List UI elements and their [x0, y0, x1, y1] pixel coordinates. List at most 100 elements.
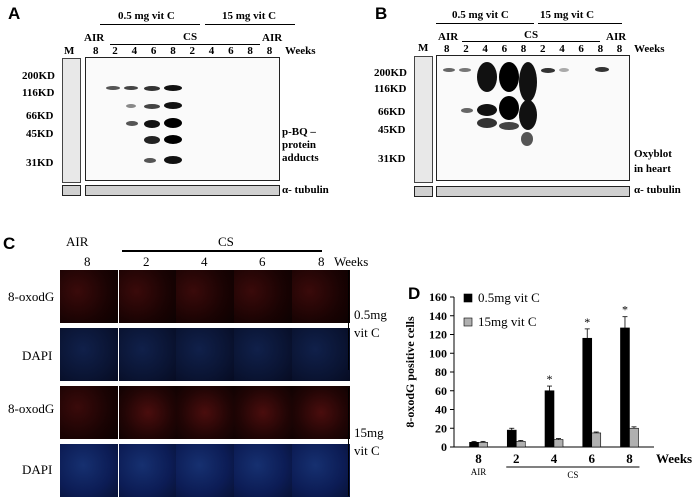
- panel-b-group-high: 15 mg vit C: [540, 9, 595, 21]
- significance-star: *: [584, 315, 590, 329]
- micrograph-dapi-low-5: [292, 328, 350, 381]
- y-tick-label: 160: [429, 290, 447, 304]
- panel-a-week-5: 8: [170, 45, 176, 57]
- panel-a-week-4: 6: [150, 45, 157, 57]
- panel-c-dose-high: 15mg vit C: [354, 424, 384, 460]
- panel-c-dose-low-line-2: vit C: [354, 325, 380, 340]
- panel-a-week-3: 4: [131, 45, 138, 57]
- panel-c-dose-high-line-1: 15mg: [354, 425, 384, 440]
- panel-a-group-high: 15 mg vit C: [222, 10, 277, 22]
- bar-low-5: [620, 327, 630, 448]
- panel-b-week-7: 4: [559, 43, 565, 55]
- panel-a-week-7: 4: [208, 45, 215, 57]
- panel-a-week-6: 2: [189, 45, 196, 57]
- bar-high-5: [629, 427, 639, 448]
- panel-a-annotation-line-3: adducts: [282, 152, 319, 164]
- panel-a-marker-label: M: [64, 45, 75, 57]
- x-group-air: AIR: [471, 467, 487, 477]
- panel-c-cs-line: [122, 250, 322, 252]
- micrograph-dapi-low-3: [176, 328, 234, 381]
- micrograph-oxodg-low-5: [292, 270, 350, 323]
- panel-a-letter: A: [8, 4, 21, 23]
- x-tick-label-5: 8: [626, 451, 633, 466]
- panel-b-cs-line: [462, 41, 600, 42]
- panel-c-week-5: 8: [318, 254, 325, 269]
- panel-a-marker-lane: [62, 58, 81, 183]
- panel-b-weeks-label: Weeks: [634, 43, 665, 55]
- panel-c-dose-low-bracket: [348, 270, 349, 370]
- panel-a-blot: [85, 57, 280, 181]
- panel-b-week-1: 8: [444, 43, 450, 55]
- panel-b-week-9: 8: [597, 43, 604, 55]
- panel-b-mw-31: 31KD: [378, 153, 406, 165]
- panel-a-group-high-line: [205, 24, 295, 25]
- panel-b-annotation-line-2: in heart: [634, 163, 671, 175]
- panel-d-letter: D: [408, 284, 421, 303]
- panel-a-week-10: 8: [266, 45, 273, 57]
- panel-a-loading-label: α- tubulin: [282, 184, 329, 196]
- y-tick-label: 60: [435, 384, 447, 398]
- micrograph-oxodg-low-1: [60, 270, 118, 323]
- panel-a-cs-line: [110, 44, 260, 45]
- panel-b-week-4: 6: [501, 43, 508, 55]
- micrograph-oxodg-high-1: [60, 386, 118, 439]
- panel-a-air-left: AIR: [84, 32, 105, 44]
- panel-b-air-right: AIR: [606, 31, 627, 43]
- bar-low-1: [469, 442, 479, 448]
- panel-b-letter: B: [375, 4, 388, 23]
- panel-a-mw-31: 31KD: [26, 157, 54, 169]
- panel-c-dose-low-line-1: 0.5mg: [354, 307, 387, 322]
- micrograph-oxodg-low-3: [176, 270, 234, 323]
- legend-swatch-2: [463, 317, 473, 327]
- bar-low-3: [544, 390, 555, 448]
- panel-b-loading-label: α- tubulin: [634, 184, 681, 196]
- micrograph-dapi-high-4: [234, 444, 292, 497]
- panel-a-weeks-label: Weeks: [285, 45, 316, 57]
- panel-b-tubulin-marker: [414, 186, 433, 197]
- panel-b-marker-label: M: [418, 42, 429, 54]
- bar-high-2: [515, 441, 526, 448]
- panel-a-week-8: 6: [228, 45, 234, 57]
- bar-chart: 0 20 40 60 80 100 120 140 160 8-oxodG positive ce…: [403, 290, 692, 480]
- legend-swatch-1: [463, 293, 473, 303]
- panel-a-mw-66: 66KD: [26, 110, 54, 122]
- panel-c-row-4-label: DAPI: [22, 462, 53, 477]
- panel-c-week-4: 6: [259, 254, 266, 269]
- panel-c-week-1: 8: [84, 254, 91, 269]
- panel-c-cs: CS: [218, 234, 234, 249]
- panel-a-mw-45: 45KD: [26, 128, 54, 140]
- micrograph-oxodg-low-2: [119, 270, 177, 323]
- micrograph-dapi-high-1: [60, 444, 118, 497]
- bar-low-2: [506, 429, 517, 448]
- panel-b-group-high-line: [538, 23, 622, 24]
- panel-b-cs: CS: [524, 29, 539, 41]
- bar-low-4: [582, 337, 593, 448]
- panel-b-mw-200: 200KD: [374, 67, 407, 79]
- panel-c-dose-high-line-2: vit C: [354, 443, 380, 458]
- panel-b-mw-116: 116KD: [374, 83, 407, 95]
- panel-a-week-1: 8: [93, 45, 99, 57]
- panel-b-marker-lane: [414, 56, 433, 183]
- panel-a-annotation-line-1: p-BQ –: [282, 126, 316, 138]
- panel-b-group-low: 0.5 mg vit C: [452, 9, 509, 21]
- bar-high-1: [478, 442, 488, 448]
- micrograph-oxodg-high-2: [119, 386, 177, 439]
- panel-a-mw-116: 116KD: [22, 87, 55, 99]
- panel-a-annotation: p-BQ – protein adducts: [282, 126, 319, 165]
- panel-a-week-2: 2: [112, 45, 118, 57]
- panel-b-week-3: 4: [482, 43, 488, 55]
- bar-high-3: [553, 439, 564, 448]
- y-tick-label: 140: [429, 309, 447, 323]
- panel-a-group-low-line: [100, 24, 200, 25]
- bar-high-4: [591, 432, 602, 448]
- panel-b-blot: [436, 55, 630, 181]
- panel-c-row-1-label: 8-oxodG: [8, 289, 55, 304]
- panel-a-week-9: 8: [247, 45, 253, 57]
- significance-star: *: [622, 303, 628, 317]
- x-tick-label-3: 4: [551, 451, 558, 466]
- panel-b-annotation: Oxyblot in heart: [634, 147, 672, 177]
- panel-c-air: AIR: [66, 234, 89, 249]
- micrograph-oxodg-high-3: [176, 386, 234, 439]
- x-axis-label: Weeks: [656, 451, 692, 466]
- micrograph-dapi-low-2: [119, 328, 177, 381]
